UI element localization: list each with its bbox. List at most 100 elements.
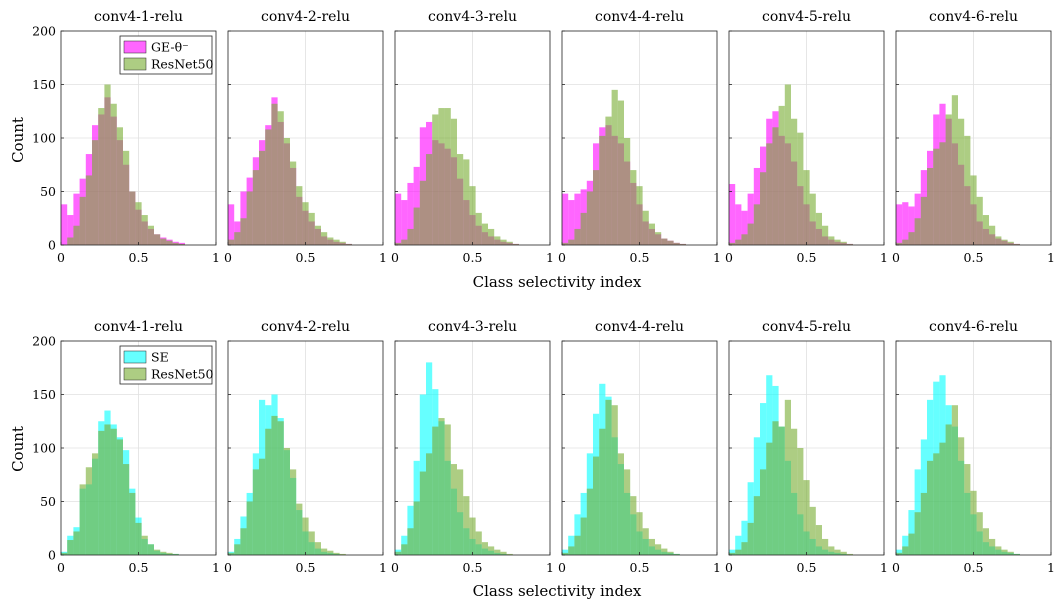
histogram-bar — [413, 207, 420, 245]
x-tick-label: 1 — [1047, 560, 1055, 575]
histogram-bar — [469, 186, 476, 245]
histogram-bar — [401, 239, 408, 245]
histogram-bar — [667, 551, 674, 555]
histogram-bar — [568, 535, 575, 555]
histogram-bar — [753, 204, 760, 245]
histogram-bar — [246, 191, 253, 245]
histogram-bar — [234, 232, 241, 245]
histogram-bar — [327, 550, 334, 555]
histogram-bar — [624, 469, 631, 555]
histogram-bar — [79, 196, 86, 245]
x-tick-label: 0.5 — [296, 250, 316, 265]
histogram-bar — [129, 492, 136, 555]
histogram-bar — [432, 114, 439, 246]
legend: GE-θ⁻ ResNet50 — [119, 35, 214, 75]
histogram-bar — [655, 544, 662, 555]
x-tick-label: 0 — [892, 560, 900, 575]
histogram-bar — [791, 118, 798, 245]
histogram-bar — [512, 243, 519, 245]
x-tick-label: 0 — [558, 250, 566, 265]
histogram-bar — [995, 546, 1002, 555]
histogram-bar — [141, 535, 148, 555]
histogram-bar — [290, 161, 297, 245]
panel-title: conv4-3-relu — [428, 9, 517, 25]
legend-entry: ResNet50 — [151, 367, 214, 382]
histogram-bar — [92, 140, 99, 245]
histogram-bar — [840, 551, 847, 555]
histogram-bar — [803, 170, 810, 245]
x-tick-label: 0.5 — [463, 250, 483, 265]
x-tick-label: 0.5 — [129, 250, 149, 265]
histogram-bar — [271, 103, 278, 245]
histogram-panel: 0 0.5 1 conv4-2-relu — [224, 319, 387, 575]
histogram-bar — [426, 154, 433, 245]
histogram-bar — [321, 232, 328, 245]
histogram-bar — [797, 448, 804, 555]
histogram-bar — [296, 503, 303, 555]
histogram-bar — [611, 405, 618, 555]
histogram-bar — [327, 237, 334, 245]
histogram-bar — [110, 103, 117, 245]
x-tick-label: 1 — [713, 560, 721, 575]
histogram-bar — [729, 549, 736, 555]
histogram-bar — [834, 549, 841, 555]
histogram-bar — [741, 234, 748, 245]
histogram-bar — [976, 196, 983, 245]
histogram-bar — [123, 464, 130, 555]
x-tick-label: 1 — [880, 560, 888, 575]
histogram-bar — [85, 467, 92, 555]
histogram-bar — [927, 167, 934, 245]
x-tick-label: 1 — [546, 250, 554, 265]
histogram-bar — [729, 242, 736, 245]
histogram-bar — [735, 535, 742, 555]
x-tick-label: 0 — [558, 560, 566, 575]
histogram-bar — [797, 132, 804, 245]
histogram-bar — [605, 116, 612, 245]
histogram-bar — [333, 239, 340, 245]
histogram-bar — [116, 127, 123, 245]
histogram-bar — [302, 517, 309, 555]
histogram-bar — [283, 448, 290, 555]
histogram-bar — [840, 241, 847, 245]
histogram-bar — [1013, 553, 1020, 555]
x-tick-label: 0 — [57, 250, 65, 265]
histogram-bar — [574, 514, 581, 555]
x-tick-label: 0.5 — [797, 560, 817, 575]
histogram-bar — [815, 212, 822, 245]
x-axis-label-bottom: Class selectivity index — [473, 582, 642, 599]
histogram-bar — [995, 236, 1002, 245]
histogram-bar — [648, 223, 655, 245]
histogram-bar — [79, 484, 86, 555]
legend: SE ResNet50 — [119, 345, 214, 385]
histogram-bar — [599, 135, 606, 245]
histogram-panel: 0 0.5 1 conv4-4-relu — [558, 9, 721, 265]
histogram-bar — [85, 175, 92, 245]
histogram-bar — [815, 525, 822, 555]
x-tick-label: 0 — [391, 560, 399, 575]
y-tick-label: 50 — [40, 184, 56, 199]
x-tick-label: 0 — [57, 560, 65, 575]
histogram-bar — [407, 528, 414, 555]
histogram-bar — [803, 480, 810, 555]
histogram-bar — [457, 469, 464, 555]
panel-title: conv4-6-relu — [929, 9, 1018, 25]
histogram-bar — [828, 236, 835, 245]
legend-entry: GE-θ⁻ — [151, 40, 189, 55]
histogram-bar — [648, 538, 655, 555]
histogram-bar — [500, 239, 507, 245]
histogram-bar — [426, 453, 433, 555]
histogram-bar — [413, 166, 420, 245]
histogram-bar — [562, 549, 569, 555]
y-tick-label: 0 — [48, 238, 56, 253]
histogram-bar — [989, 538, 996, 555]
histogram-bar — [61, 204, 68, 245]
histogram-bar — [252, 170, 259, 245]
histogram-bar — [809, 193, 816, 245]
histogram-bar — [580, 212, 587, 245]
x-tick-label: 1 — [212, 560, 220, 575]
x-tick-label: 0 — [725, 250, 733, 265]
histogram-bar — [976, 512, 983, 555]
histogram-bar — [475, 212, 482, 245]
histogram-bar — [463, 496, 470, 555]
